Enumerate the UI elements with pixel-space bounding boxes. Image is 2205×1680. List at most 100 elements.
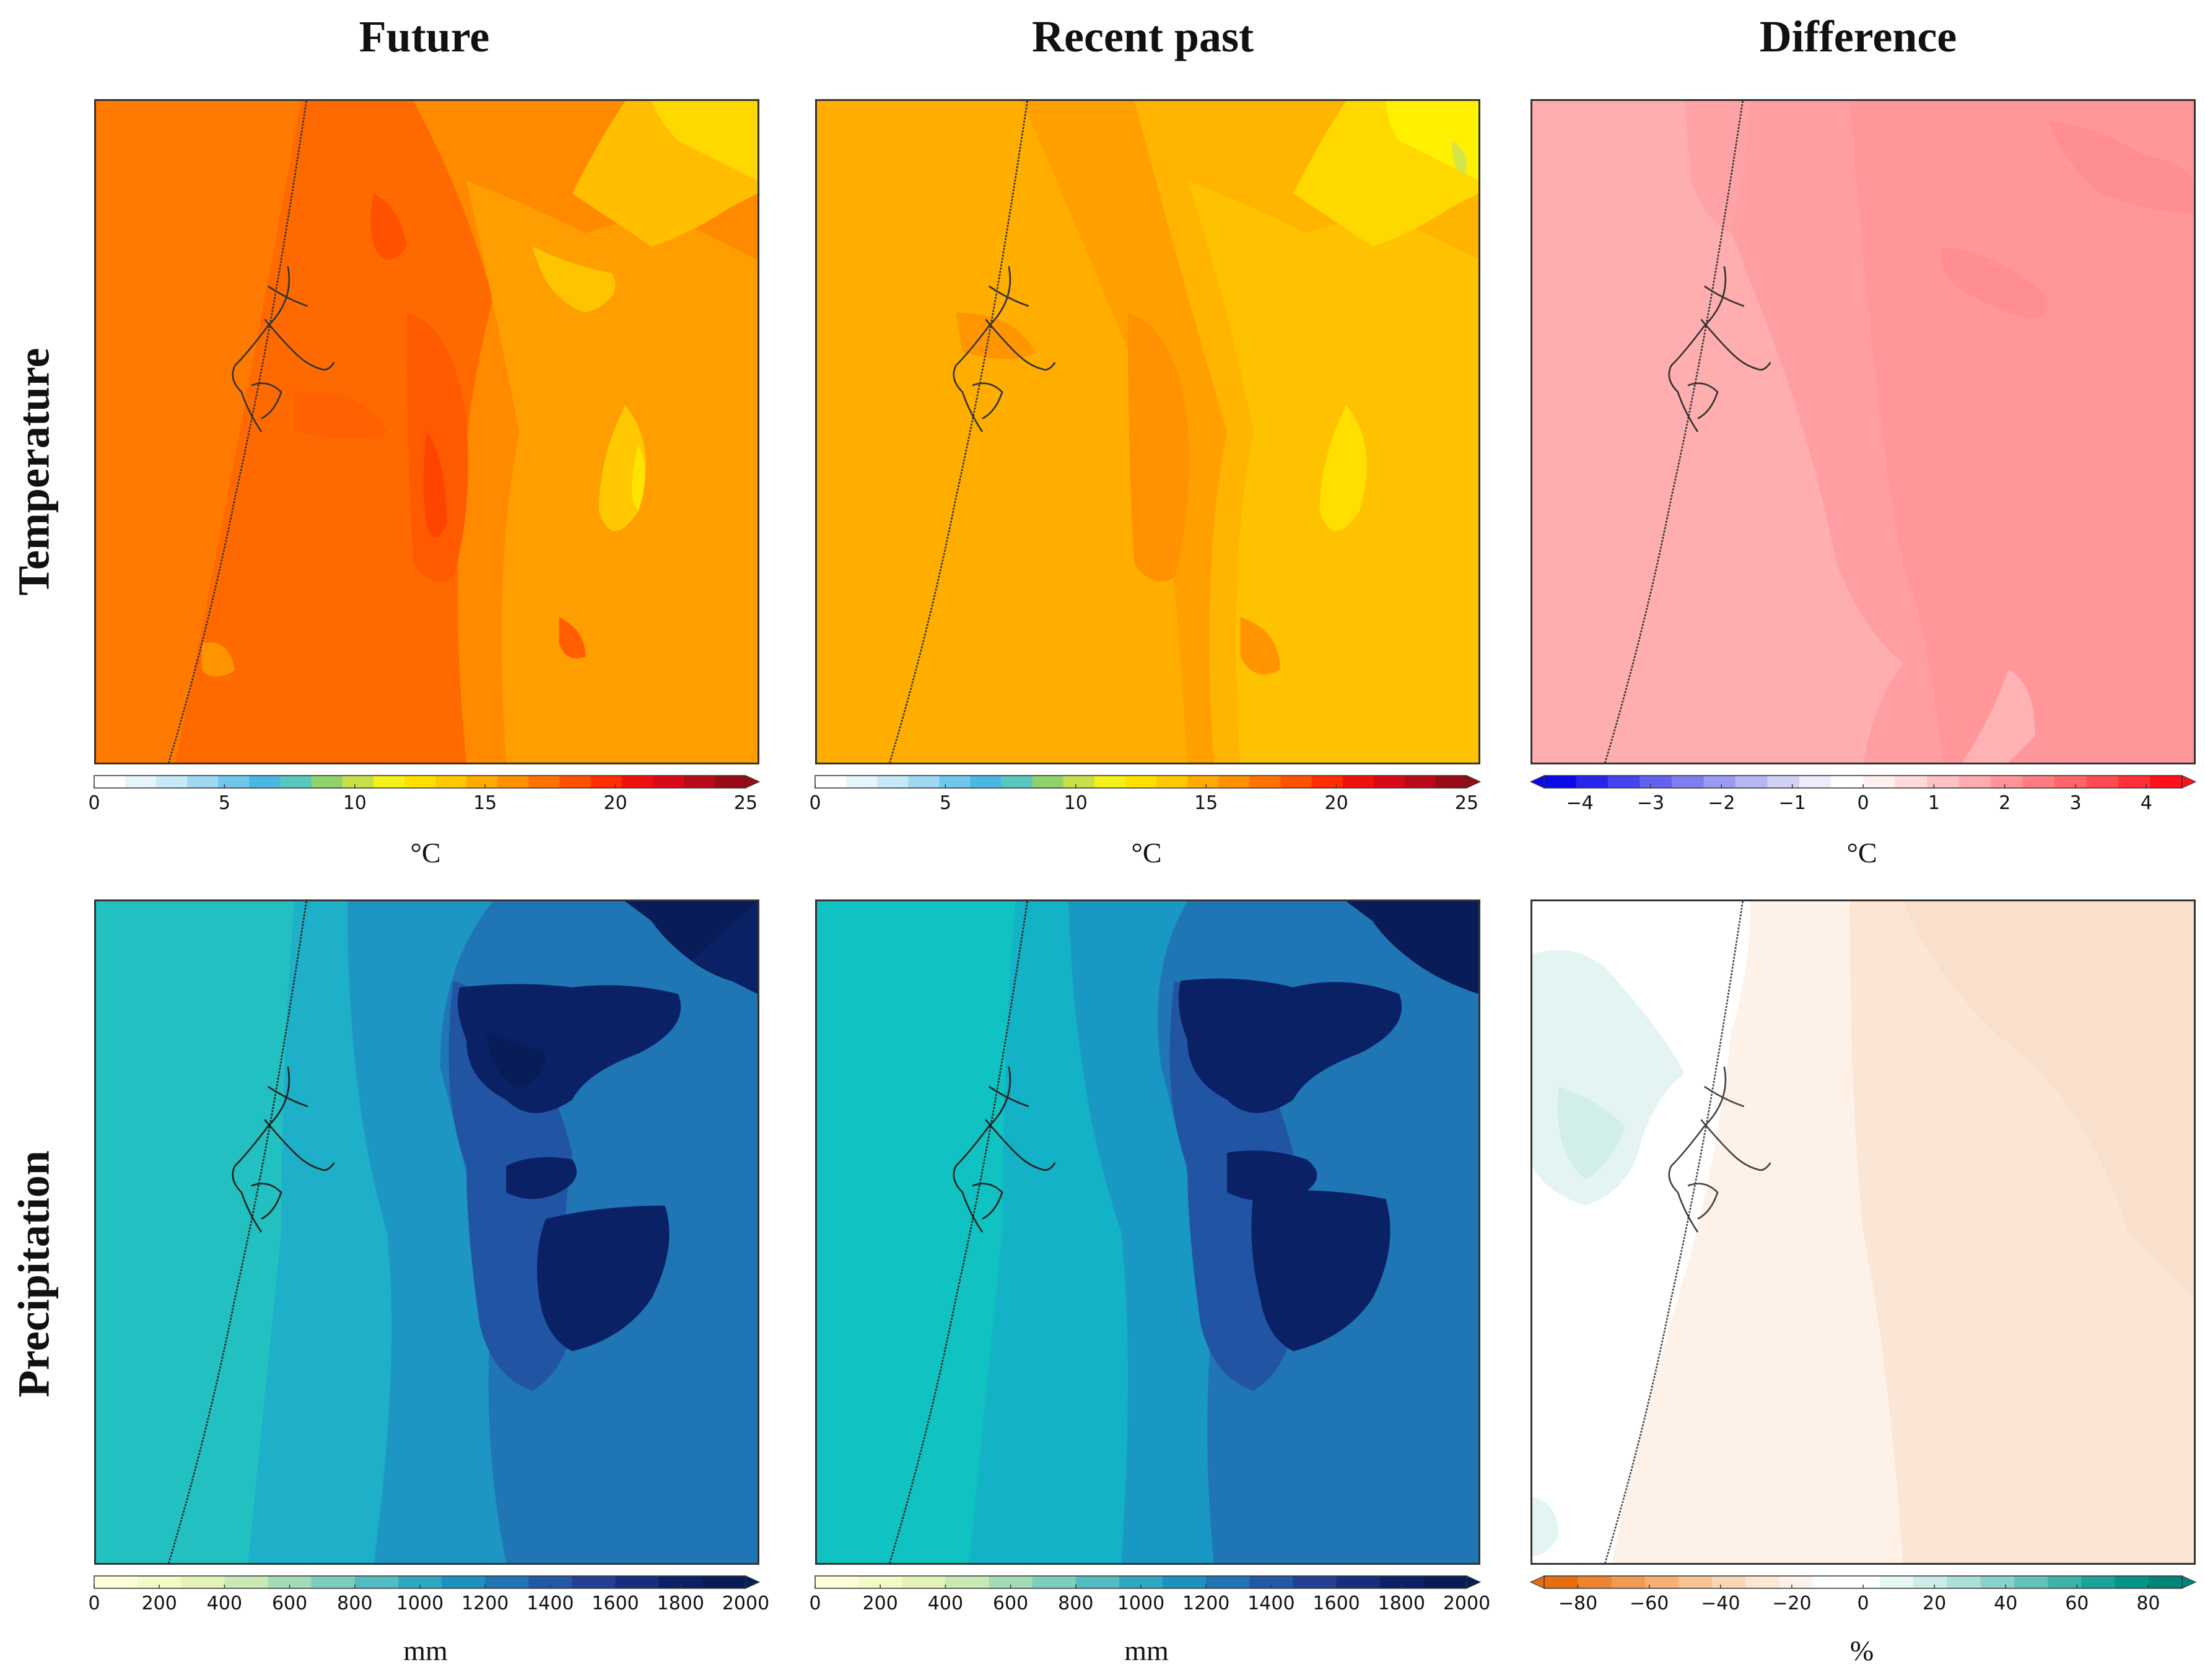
colorbar-segment: [2118, 776, 2151, 788]
colorbar-segment: [1947, 1576, 1981, 1588]
colorbar-tick-label: 0: [809, 792, 821, 814]
colorbar-tick-label: 1200: [461, 1593, 509, 1614]
colorbar-segment: [1767, 776, 1800, 788]
unit-temperature-future: °C: [410, 837, 441, 868]
colorbar-segment: [658, 1576, 703, 1588]
colorbar-max-arrow: [745, 1575, 761, 1589]
colorbar-segment: [1672, 776, 1705, 788]
colorbar-segment: [945, 1576, 990, 1588]
colorbar-segment: [1063, 776, 1095, 788]
colorbar-segment: [2014, 1576, 2048, 1588]
colorbar-tick-label: 2000: [1443, 1593, 1490, 1614]
colorbar-segment: [2081, 1576, 2116, 1588]
column-title-recent-past: Recent past: [1032, 12, 1254, 61]
colorbar-segment: [590, 776, 622, 788]
colorbar-segment: [559, 776, 592, 788]
colorbar-segment: [1812, 1576, 1847, 1588]
colorbar-segment: [1640, 776, 1672, 788]
colorbar-tick-label: 2: [1999, 792, 2011, 814]
colorbar-tick-label: 1600: [592, 1593, 639, 1614]
colorbar-temperature-past-svg: 0 5 10 15 20 25: [809, 775, 1482, 814]
column-title-future: Future: [359, 12, 490, 61]
colorbar-segment: [858, 1576, 902, 1588]
colorbar-segment: [94, 1576, 138, 1588]
colorbar-segment: [398, 1576, 442, 1588]
colorbar-segment: [181, 1576, 225, 1588]
colorbar-tick-label: −1: [1779, 792, 1806, 814]
unit-temperature-difference: °C: [1846, 837, 1877, 868]
colorbar-segment: [846, 776, 878, 788]
colorbar-min-arrow: [1529, 1575, 1545, 1589]
colorbar-segment: [652, 776, 684, 788]
colorbar-tick-label: 0: [1857, 1593, 1869, 1614]
colorbar-segment: [342, 776, 374, 788]
colorbar-segment: [2150, 776, 2183, 788]
colorbar-tick-label: 600: [272, 1593, 307, 1614]
colorbar-segment: [2148, 1576, 2183, 1588]
temperature-difference-field: [1532, 101, 2194, 763]
precipitation-future-field: [96, 901, 758, 1563]
colorbar-segment: [138, 1576, 181, 1588]
precipitation-difference-field: [1532, 901, 2194, 1563]
colorbar-tick-label: −4: [1566, 792, 1594, 814]
colorbar-segment: [1206, 1576, 1250, 1588]
colorbar-segment: [621, 776, 653, 788]
colorbar-tick-label: −20: [1772, 1593, 1811, 1614]
colorbar-tick-label: 20: [604, 792, 627, 814]
colorbar-segment: [249, 776, 281, 788]
colorbar-segment: [1001, 776, 1033, 788]
colorbar-tick-label: 5: [940, 792, 951, 814]
colorbar-tick-label: 200: [863, 1593, 898, 1614]
colorbar-segment: [1544, 1576, 1578, 1588]
unit-precipitation-difference: %: [1849, 1635, 1874, 1666]
colorbar-segment: [1373, 776, 1405, 788]
temperature-future-field: [96, 101, 758, 763]
column-title-difference: Difference: [1759, 12, 1957, 61]
colorbar-precipitation-future-svg: 0 200 400 600 800 1000 1200 1400 1600 1800 2000: [88, 1575, 769, 1614]
colorbar-segment: [989, 1576, 1033, 1588]
colorbar-tick-label: 15: [473, 792, 497, 814]
colorbar-segment: [1611, 1576, 1646, 1588]
map-precipitation-difference: [1530, 899, 2196, 1565]
colorbar-segment: [311, 776, 343, 788]
colorbar-segment: [1336, 1576, 1381, 1588]
colorbar-segment: [1342, 776, 1374, 788]
colorbar-tick-label: 600: [993, 1593, 1028, 1614]
colorbar-segment: [1187, 776, 1219, 788]
colorbar-frame: [94, 775, 746, 789]
colorbar-segment: [1293, 1576, 1337, 1588]
unit-temperature-recent-past: °C: [1131, 837, 1162, 868]
colorbar-segment: [1544, 776, 1577, 788]
colorbar-segment: [1032, 1576, 1076, 1588]
colorbar-temperature-recent-past: 0 5 10 15 20 25: [809, 773, 1482, 816]
map-temperature-recent-past: [815, 99, 1480, 764]
colorbar-segment: [354, 1576, 399, 1588]
colorbar-tick-label: 1800: [1378, 1593, 1425, 1614]
colorbar-tick-label: 400: [928, 1593, 963, 1614]
colorbar-segment: [1895, 776, 1928, 788]
colorbar-segment: [280, 776, 312, 788]
colorbar-tick-label: 1400: [1247, 1593, 1295, 1614]
colorbar-segment: [1218, 776, 1250, 788]
colorbar-segment: [1913, 1576, 1948, 1588]
colorbar-tick-label: 2000: [722, 1593, 769, 1614]
colorbar-segment: [1831, 776, 1864, 788]
colorbar-segment: [1119, 1576, 1163, 1588]
colorbar-segment: [442, 1576, 486, 1588]
colorbar-segment: [939, 776, 971, 788]
colorbar-segment: [1927, 776, 1960, 788]
colorbar-segment: [1576, 776, 1609, 788]
colorbar-tick-label: 10: [1064, 792, 1088, 814]
colorbar-segment: [1703, 776, 1736, 788]
colorbar-tick-label: 15: [1194, 792, 1218, 814]
colorbar-segment: [224, 1576, 269, 1588]
colorbar-segment: [187, 776, 219, 788]
colorbar-tick-label: −60: [1630, 1593, 1669, 1614]
colorbar-max-arrow: [1466, 1575, 1482, 1589]
colorbar-precipitation-recent-past: 0 200 400 600 800 1000 1200 1400 1600 1800 2000: [809, 1573, 1490, 1617]
colorbar-segment: [1094, 776, 1126, 788]
colorbar-segment: [1980, 1576, 2015, 1588]
colorbar-precipitation-difference-svg: −80 −60 −40 −20 0 20 40 60 80: [1529, 1575, 2197, 1614]
colorbar-tick-label: 0: [1857, 792, 1869, 814]
colorbar-tick-label: 1200: [1182, 1593, 1229, 1614]
